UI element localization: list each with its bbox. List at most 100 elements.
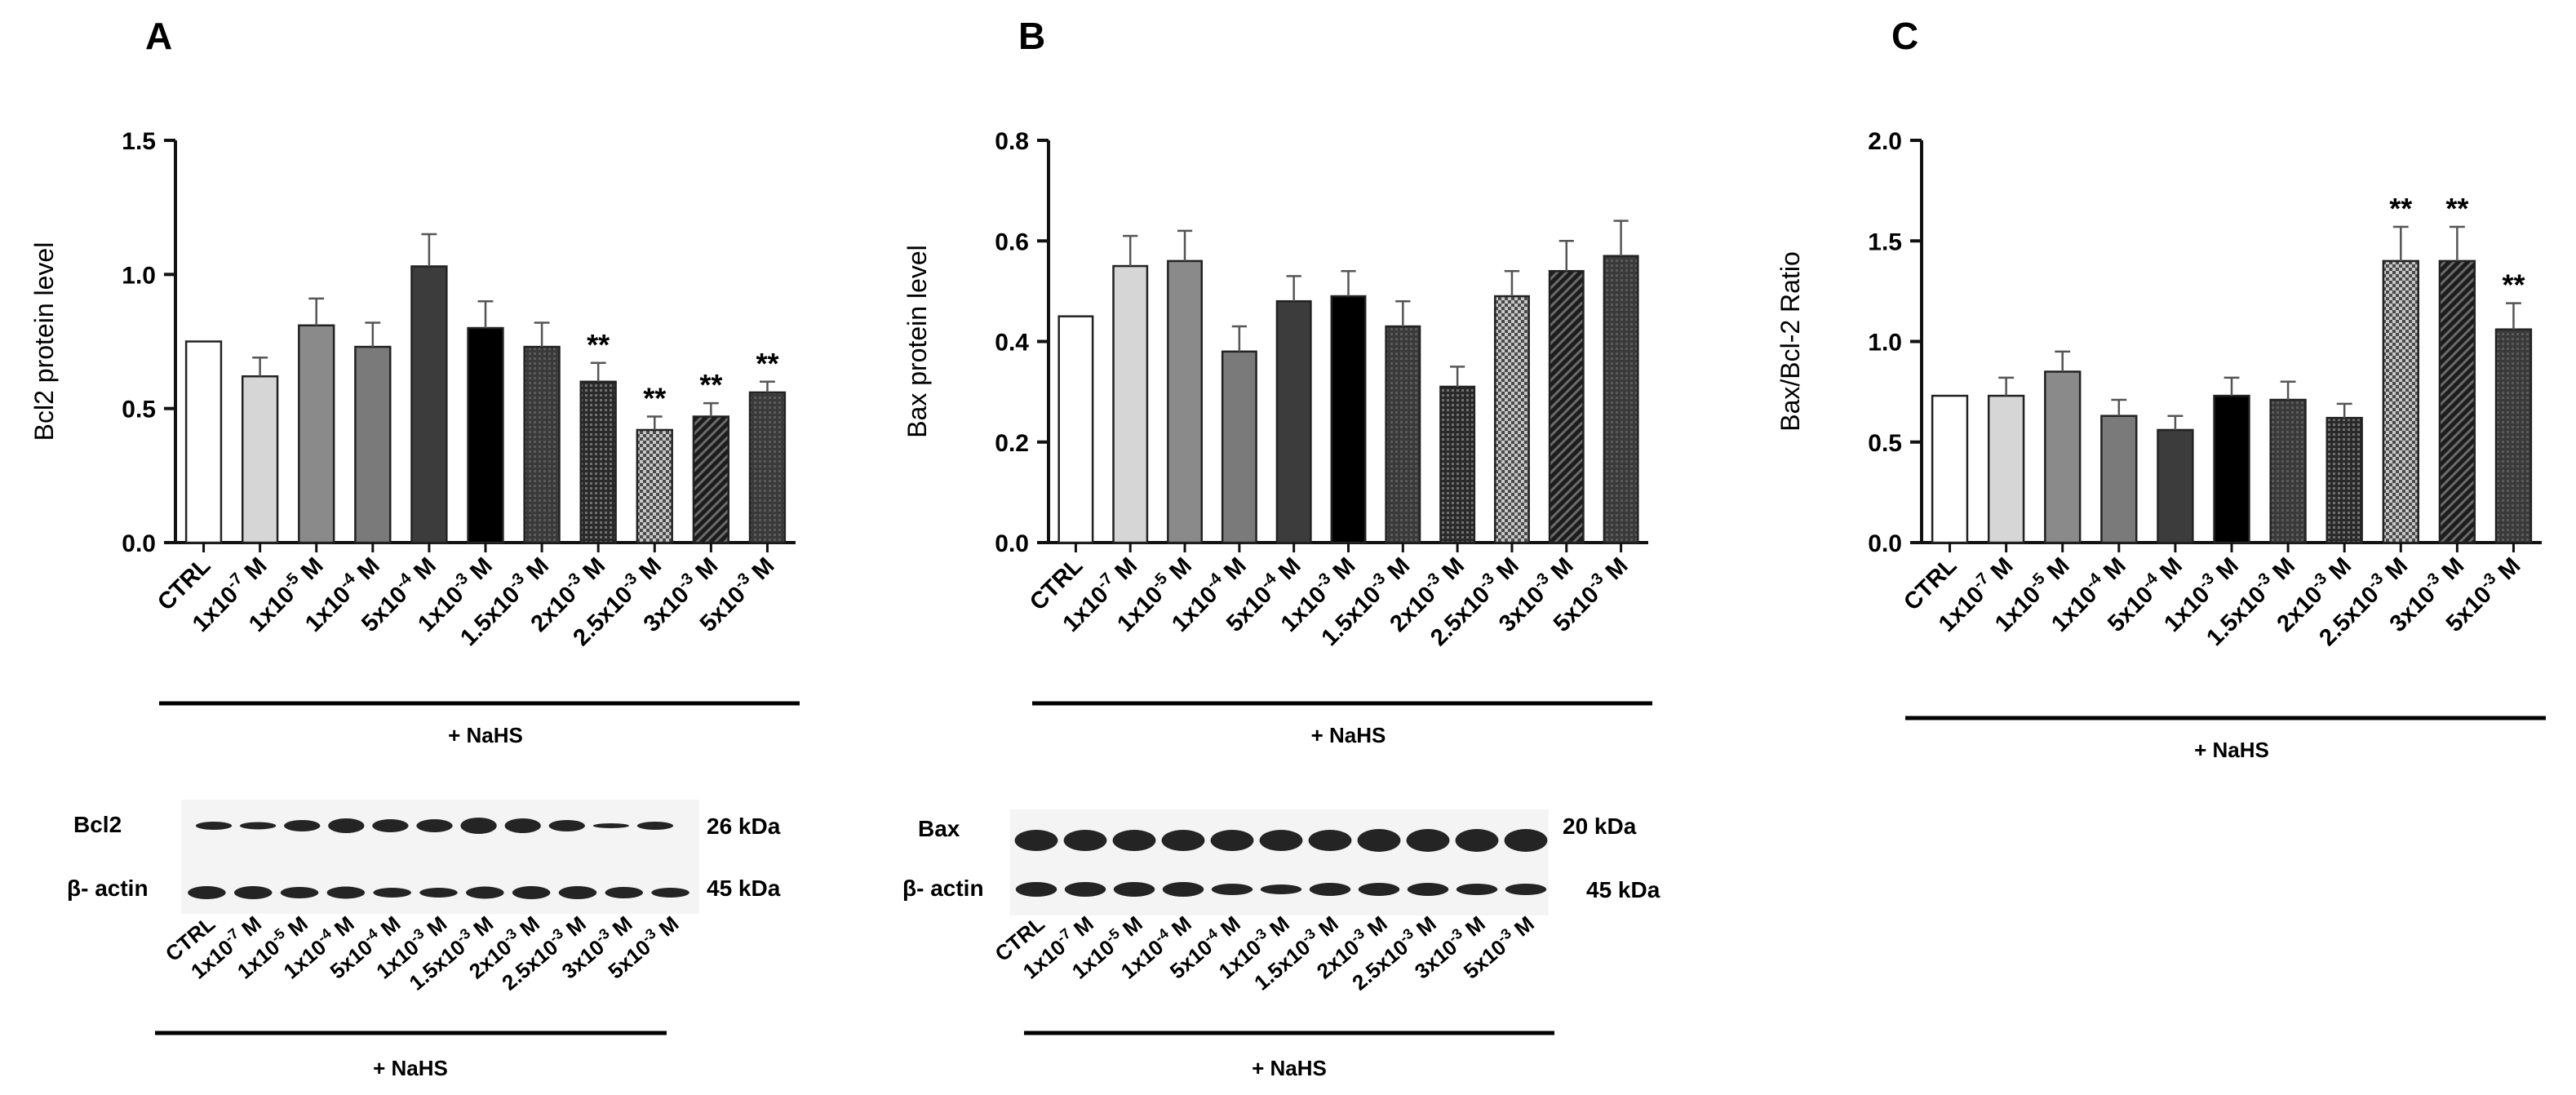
blot-band: [1161, 830, 1205, 851]
blot-band: [1112, 830, 1156, 851]
treatment-label: + NaHS: [448, 723, 523, 747]
blot-band: [233, 886, 273, 899]
blot-band: [1357, 829, 1401, 852]
bar: [1931, 394, 1969, 544]
bar: [1167, 259, 1204, 544]
blot-band: [548, 820, 585, 831]
bar: [579, 380, 617, 544]
bar: [2100, 415, 2138, 544]
treatment-label: + NaHS: [2194, 738, 2269, 762]
treatment-label: + NaHS: [1311, 723, 1386, 747]
y-tick-label: 1.5: [1868, 228, 1902, 255]
blot-a-control-label: β- actin: [67, 876, 149, 901]
bar: [1987, 394, 2025, 544]
blot-band: [280, 887, 319, 898]
y-tick-label: 1.0: [122, 262, 156, 289]
blot-band: [419, 888, 458, 898]
blot-band: [372, 819, 409, 832]
bar: [2157, 428, 2194, 544]
significance-marker: **: [643, 382, 666, 415]
blot-band: [1259, 830, 1303, 851]
blot-band: [1211, 884, 1253, 895]
blot-band: [605, 887, 644, 898]
bar: [692, 415, 730, 544]
bar: [2494, 328, 2533, 544]
bar: [354, 345, 392, 544]
significance-marker: **: [2502, 268, 2525, 302]
y-tick-label: 0.6: [995, 228, 1029, 255]
blot-b-target-kda: 20 kDa: [1563, 813, 1637, 839]
blot-band: [1504, 829, 1548, 852]
bar: [1548, 269, 1585, 544]
blot-band: [1063, 830, 1107, 851]
bar: [748, 391, 787, 544]
blot-band: [1505, 884, 1547, 895]
blot-b-membrane: [1010, 809, 1549, 915]
y-tick-label: 0.0: [1868, 530, 1902, 557]
significance-marker: **: [699, 368, 722, 401]
y-tick-label: 2.0: [1868, 128, 1902, 155]
bar: [1493, 295, 1530, 544]
y-axis-label: Bax protein level: [902, 245, 932, 438]
bar: [298, 324, 335, 544]
blot-band: [1014, 830, 1058, 851]
bar: [2213, 394, 2250, 544]
bar: [241, 375, 279, 544]
y-tick-label: 0.2: [995, 430, 1029, 457]
bar: [1275, 299, 1312, 544]
y-axis-label: Bax/Bcl-2 Ratio: [1776, 251, 1805, 432]
bar: [1330, 295, 1367, 544]
panel-letter-a: A: [145, 15, 172, 57]
blot-band: [373, 888, 411, 898]
bar: [2269, 398, 2307, 544]
significance-marker: **: [756, 347, 778, 380]
y-tick-label: 0.5: [1868, 430, 1902, 457]
bar: [2438, 259, 2476, 544]
blot-band: [326, 886, 366, 899]
blot-band: [1407, 883, 1449, 896]
blot-band: [1456, 884, 1498, 895]
blot-b-actin-bands: [1015, 882, 1547, 897]
blot-band: [504, 818, 541, 833]
blot-band: [466, 886, 504, 899]
blot-band: [284, 820, 321, 831]
blot-b-target-label: Bax: [918, 816, 960, 841]
blot-band: [1064, 882, 1106, 897]
bar: [2382, 259, 2419, 544]
blot-band: [416, 819, 453, 832]
blot-band: [1308, 830, 1352, 851]
blot-band: [1309, 883, 1351, 896]
bar: [184, 340, 223, 544]
y-tick-label: 0.5: [122, 397, 156, 423]
blot-band: [1260, 884, 1302, 894]
blot-b-control-label: β- actin: [902, 876, 984, 901]
panel-letter-c: C: [1891, 15, 1918, 57]
bar: [1603, 255, 1639, 544]
blot-a-target-label: Bcl2: [73, 812, 122, 837]
y-tick-label: 1.0: [1868, 330, 1902, 357]
y-axis-label: Bcl2 protein level: [29, 242, 59, 441]
y-tick-label: 1.5: [122, 128, 156, 155]
y-tick-label: 0.0: [995, 530, 1029, 557]
significance-marker: **: [2389, 192, 2412, 225]
y-tick-label: 0.0: [122, 530, 156, 557]
blot-a-treatment-label: + NaHS: [373, 1056, 448, 1080]
blot-a-control-kda: 45 kDa: [707, 876, 781, 901]
blot-band: [1015, 882, 1057, 897]
blot-band: [460, 818, 497, 834]
y-tick-label: 0.4: [995, 330, 1029, 357]
significance-marker: **: [2445, 192, 2468, 225]
significance-marker: **: [587, 328, 610, 361]
bar: [1057, 315, 1094, 544]
bar: [1112, 264, 1149, 544]
blot-band: [592, 823, 630, 828]
blot-a-bcl2-bands: [195, 818, 674, 834]
bar: [2325, 416, 2363, 544]
